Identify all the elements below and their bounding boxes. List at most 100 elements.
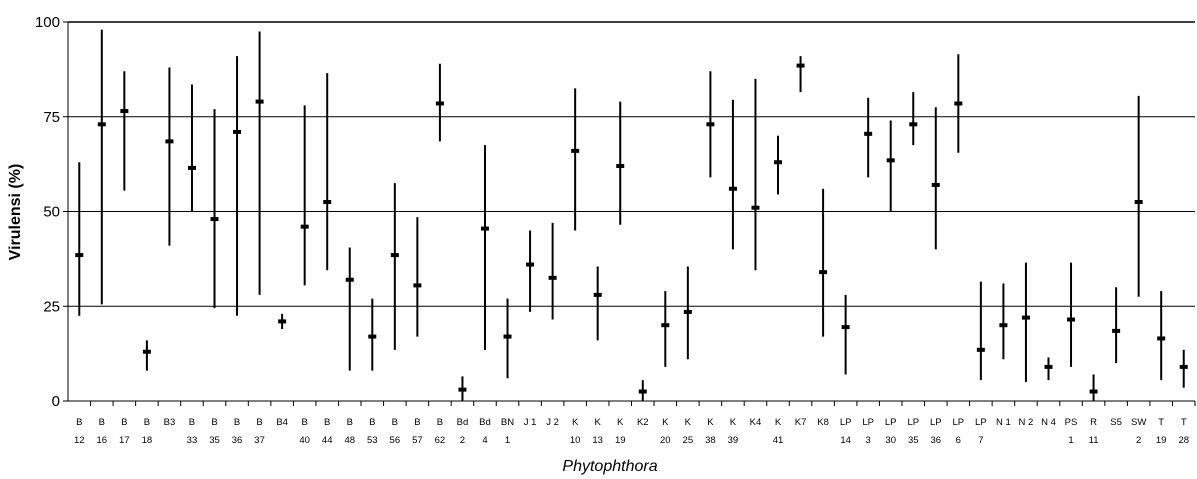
mean-marker <box>345 277 354 282</box>
x-category-label: B <box>99 417 105 428</box>
x-category-label: B <box>301 417 307 428</box>
x-category-label: B <box>144 417 150 428</box>
x-category-sublabel: 48 <box>344 435 355 446</box>
mean-marker <box>616 164 625 169</box>
x-category-label: N 4 <box>1041 417 1056 428</box>
mean-marker <box>1067 317 1076 322</box>
x-category-label: Bd <box>457 417 469 428</box>
mean-marker <box>1089 389 1098 394</box>
mean-marker <box>300 224 309 229</box>
mean-marker <box>75 253 84 258</box>
x-category-sublabel: 19 <box>615 435 626 446</box>
x-category-label: K <box>685 417 692 428</box>
x-category-sublabel: 20 <box>660 435 671 446</box>
x-category-sublabel: 14 <box>840 435 851 446</box>
x-category-sublabel: 35 <box>908 435 919 446</box>
mean-marker <box>368 334 377 339</box>
y-tick-label: 0 <box>52 393 60 410</box>
x-category-sublabel: 30 <box>885 435 896 446</box>
x-category-label: PS <box>1065 417 1078 428</box>
x-category-sublabel: 37 <box>254 435 265 446</box>
mean-marker <box>909 122 918 127</box>
x-category-sublabel: 4 <box>482 435 487 446</box>
mean-marker <box>774 160 783 165</box>
x-category-label: S5 <box>1110 417 1122 428</box>
x-category-sublabel: 25 <box>683 435 694 446</box>
x-category-label: B <box>211 417 217 428</box>
x-category-label: LP <box>862 417 874 428</box>
mean-marker <box>886 158 895 163</box>
x-category-sublabel: 38 <box>705 435 716 446</box>
mean-marker <box>548 275 557 280</box>
x-category-label: R <box>1090 417 1097 428</box>
mean-marker <box>390 253 399 258</box>
mean-marker <box>796 63 805 68</box>
x-category-label: K <box>617 417 624 428</box>
axes <box>63 21 1196 406</box>
x-category-label: K <box>707 417 714 428</box>
mean-marker <box>751 205 760 210</box>
x-category-sublabel: 13 <box>592 435 603 446</box>
mean-marker <box>819 270 828 275</box>
y-tick-label: 25 <box>43 298 60 315</box>
mean-marker <box>683 309 692 314</box>
mean-marker <box>661 323 670 328</box>
y-tick-label: 50 <box>43 204 60 221</box>
x-category-label: LP <box>930 417 942 428</box>
x-category-sublabel: 11 <box>1089 435 1099 446</box>
mean-marker <box>999 323 1008 328</box>
x-category-label: N 1 <box>996 417 1011 428</box>
x-category-label: B <box>256 417 262 428</box>
mean-marker <box>210 217 219 222</box>
mean-marker <box>526 262 535 267</box>
x-category-sublabel: 2 <box>1136 435 1141 446</box>
mean-marker <box>323 200 332 205</box>
mean-marker <box>1179 364 1188 369</box>
x-category-label: B <box>324 417 330 428</box>
x-category-sublabel: 39 <box>728 435 739 446</box>
y-tick-label: 75 <box>43 109 60 126</box>
x-category-sublabel: 7 <box>978 435 983 446</box>
x-category-sublabel: 19 <box>1156 435 1167 446</box>
mean-marker <box>864 131 873 136</box>
x-category-label: J 1 <box>524 417 537 428</box>
mean-marker <box>976 347 985 352</box>
x-category-sublabel: 56 <box>390 435 401 446</box>
x-category-label: LP <box>885 417 897 428</box>
x-category-label: K <box>662 417 669 428</box>
mean-marker <box>728 186 737 191</box>
x-category-label: B <box>369 417 375 428</box>
x-category-label: K <box>730 417 737 428</box>
x-category-sublabel: 57 <box>412 435 423 446</box>
x-category-label: B <box>437 417 443 428</box>
x-category-sublabel: 1 <box>505 435 510 446</box>
mean-marker <box>435 101 444 106</box>
x-category-sublabel: 18 <box>142 435 153 446</box>
mean-marker <box>458 387 467 392</box>
x-category-label: K7 <box>795 417 807 428</box>
x-category-label: Bd <box>479 417 491 428</box>
x-category-sublabel: 62 <box>435 435 446 446</box>
x-category-sublabel: 12 <box>74 435 85 446</box>
x-category-sublabel: 44 <box>322 435 333 446</box>
x-category-label: B <box>234 417 240 428</box>
x-category-label: K2 <box>637 417 649 428</box>
mean-marker <box>187 165 196 170</box>
x-category-sublabel: 17 <box>119 435 130 446</box>
x-category-label: K <box>595 417 602 428</box>
x-category-label: LP <box>953 417 965 428</box>
range-bars <box>75 29 1188 401</box>
x-category-sublabel: 41 <box>773 435 784 446</box>
mean-marker <box>480 226 489 231</box>
x-category-sublabel: 40 <box>299 435 310 446</box>
mean-marker <box>142 349 151 354</box>
mean-marker <box>233 129 242 134</box>
x-category-label: B4 <box>276 417 288 428</box>
x-category-label: T <box>1181 417 1187 428</box>
x-category-sublabel: 3 <box>866 435 871 446</box>
x-category-sublabel: 33 <box>187 435 198 446</box>
x-category-label: K4 <box>750 417 762 428</box>
mean-marker <box>954 101 963 106</box>
mean-marker <box>97 122 106 127</box>
